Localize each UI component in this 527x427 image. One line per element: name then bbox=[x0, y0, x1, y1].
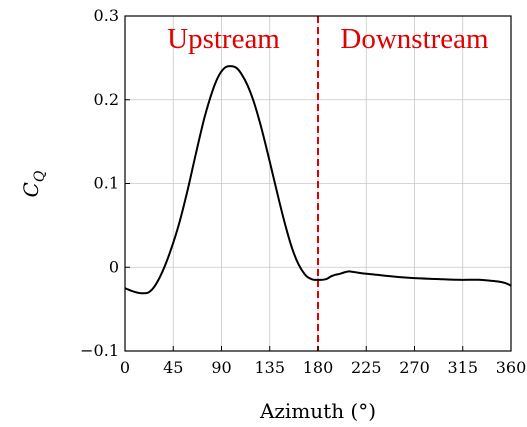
x-tick-label: 135 bbox=[254, 358, 285, 377]
y-axis-title-subscript: Q bbox=[32, 170, 48, 182]
y-axis-title: CQ bbox=[19, 170, 48, 197]
y-tick-label: 0.2 bbox=[94, 90, 119, 109]
x-tick-labels: 0 45 90 135 180 225 270 315 360 bbox=[120, 346, 526, 377]
y-tick-labels: −0.1 0 0.1 0.2 0.3 bbox=[80, 6, 130, 360]
cq-series-line bbox=[124, 65, 512, 295]
x-tick-label: 315 bbox=[447, 358, 478, 377]
y-tick-label: 0.3 bbox=[94, 6, 119, 25]
x-tick-label: 270 bbox=[399, 358, 430, 377]
x-tick-label: 45 bbox=[163, 358, 183, 377]
x-axis-title: Azimuth (°) bbox=[259, 399, 376, 423]
y-tick-label: 0 bbox=[109, 257, 119, 276]
y-tick-label: −0.1 bbox=[80, 341, 119, 360]
x-tick-label: 180 bbox=[303, 358, 334, 377]
x-tick-label: 0 bbox=[120, 358, 130, 377]
y-tick-label: 0.1 bbox=[94, 174, 119, 193]
x-tick-label: 225 bbox=[351, 358, 382, 377]
x-tick-label: 360 bbox=[496, 358, 527, 377]
upstream-label: Upstream bbox=[167, 23, 280, 55]
x-tick-label: 90 bbox=[211, 358, 231, 377]
downstream-label: Downstream bbox=[340, 23, 489, 55]
y-axis-title-main: C bbox=[19, 182, 43, 197]
